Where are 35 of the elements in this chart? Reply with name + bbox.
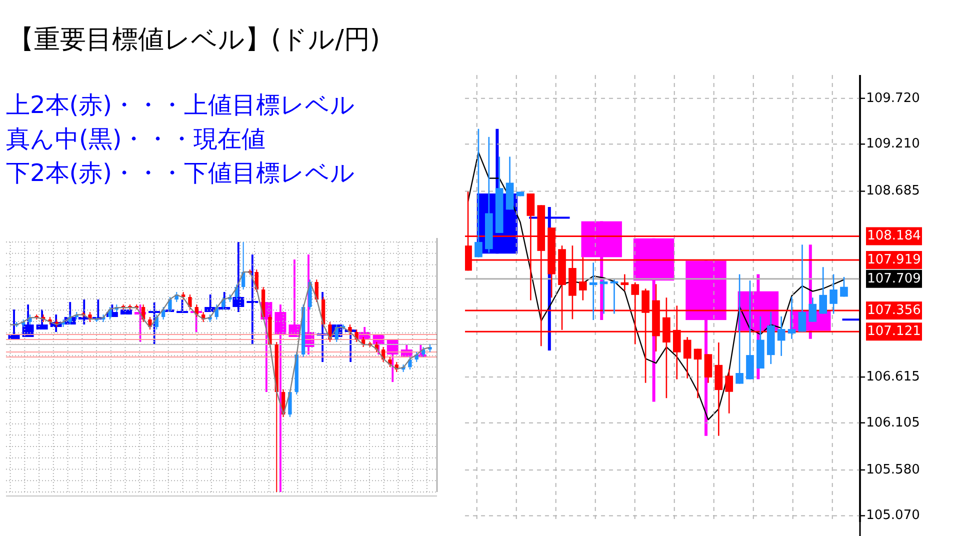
candlestick bbox=[408, 356, 412, 370]
y-tick-label: 106.105 bbox=[866, 415, 920, 430]
y-tick-label: 105.580 bbox=[866, 462, 920, 478]
ref-line-label: 107.919 bbox=[867, 252, 921, 268]
candlestick bbox=[788, 296, 796, 340]
text: 下2本(赤)・・・下値目標レベル bbox=[6, 159, 355, 187]
y-tick-label: 105.070 bbox=[866, 508, 920, 524]
candlestick bbox=[798, 244, 806, 332]
candlestick bbox=[108, 306, 112, 320]
candlestick bbox=[694, 348, 702, 399]
ref-line-label: 108.184 bbox=[867, 228, 921, 244]
candlestick bbox=[683, 336, 692, 380]
candlestick bbox=[288, 389, 292, 418]
candlestick bbox=[808, 296, 817, 322]
candlestick bbox=[188, 294, 192, 310]
text: 真ん中(黒)・・・現在値 bbox=[6, 125, 266, 153]
ref-line-label: 107.709 bbox=[867, 271, 921, 286]
y-tick-label: 109.210 bbox=[866, 136, 920, 152]
ref-line-label: 107.121 bbox=[867, 324, 921, 340]
candlestick bbox=[589, 262, 598, 321]
candlestick bbox=[777, 316, 786, 357]
y-tick-label: 109.720 bbox=[866, 90, 920, 106]
candlestick bbox=[610, 278, 618, 314]
y-tick-label: 106.615 bbox=[866, 370, 920, 385]
candlestick bbox=[725, 368, 734, 414]
y-tick-label: 108.685 bbox=[866, 184, 920, 199]
chart-title: 【重要目標値レベル】(ドル/円) bbox=[8, 25, 380, 55]
candlestick bbox=[830, 274, 838, 314]
candlestick bbox=[819, 266, 828, 314]
text: 上2本(赤)・・・上値目標レベル bbox=[6, 91, 355, 119]
candlestick bbox=[474, 128, 482, 258]
candlestick bbox=[736, 274, 744, 384]
candlestick bbox=[840, 276, 848, 298]
ref-line-label: 107.356 bbox=[867, 303, 921, 318]
candlestick bbox=[704, 353, 712, 384]
